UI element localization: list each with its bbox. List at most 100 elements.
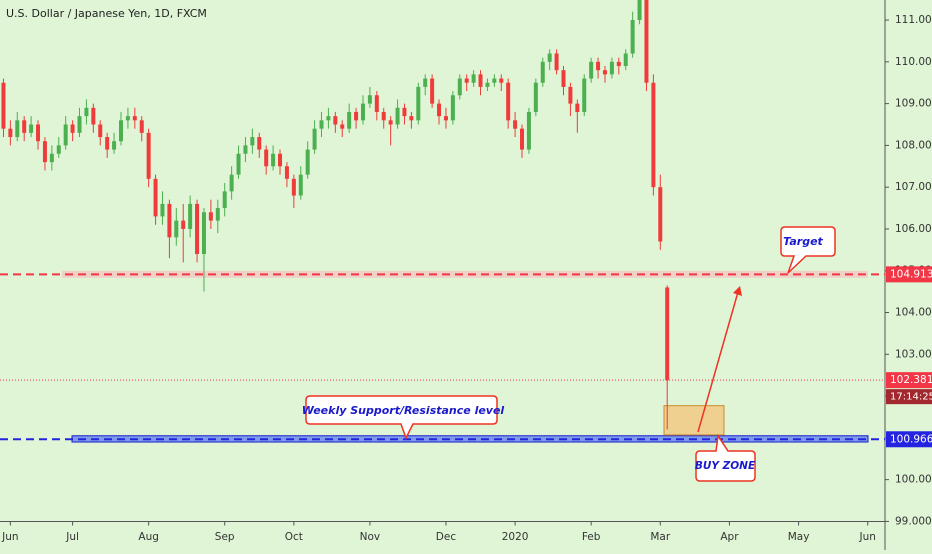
x-tick-label: Apr <box>720 531 739 543</box>
candle-body <box>42 141 47 163</box>
candle-body <box>153 178 158 217</box>
x-tick-label: May <box>788 531 810 543</box>
candle-body <box>457 78 462 96</box>
x-tick-label: Nov <box>360 531 381 543</box>
candle-body <box>499 78 504 83</box>
candle-body <box>91 107 96 125</box>
candle-body <box>264 149 269 167</box>
candle-body <box>623 53 628 67</box>
candle-body <box>547 53 552 62</box>
callouts: Target Weekly Support/Resistance level B… <box>302 226 836 482</box>
candle-body <box>609 61 614 75</box>
candle-body <box>354 111 359 121</box>
candle-body <box>347 111 352 129</box>
candle-body <box>312 128 317 150</box>
candle-body <box>201 212 206 255</box>
y-tick-label: 104.000 <box>895 307 932 319</box>
candle-body <box>367 95 372 104</box>
candle-body <box>125 116 130 121</box>
y-tick-label: 107.000 <box>895 181 932 193</box>
candle-body <box>22 120 27 133</box>
candle-body <box>450 95 455 121</box>
candle-body <box>388 120 393 125</box>
candle-body <box>118 120 123 142</box>
y-tick-label: 99.000 <box>895 515 932 527</box>
candle-body <box>243 145 248 154</box>
candle-body <box>637 0 642 21</box>
candle-body <box>15 120 20 138</box>
weekly-text: Weekly Support/Resistance level <box>302 404 505 417</box>
x-tick-label: 2020 <box>502 531 529 543</box>
candle-body <box>8 128 13 138</box>
candle-body <box>63 124 68 146</box>
candle-body <box>132 116 137 121</box>
candle-body <box>651 82 656 188</box>
candle-body <box>602 70 607 75</box>
y-tick-label: 109.000 <box>895 98 932 110</box>
candle-body <box>402 107 407 117</box>
x-tick-label: Jun <box>1 531 18 543</box>
candle-body <box>70 124 75 133</box>
candle-body <box>250 137 255 146</box>
candle-body <box>554 53 559 71</box>
candle-body <box>464 78 469 83</box>
candle-body <box>98 124 103 138</box>
candle-body <box>49 153 54 163</box>
target-text: Target <box>783 235 823 248</box>
candle-body <box>471 74 476 83</box>
candle-body <box>658 187 663 242</box>
candle-body <box>374 95 379 112</box>
candle-body <box>533 82 538 112</box>
candle-body <box>222 191 227 209</box>
arrow-line <box>697 291 739 433</box>
candle-body <box>430 78 435 104</box>
zone <box>62 270 868 278</box>
candle-body <box>540 61 545 83</box>
y-tick-label: 106.000 <box>895 223 932 235</box>
candle-body <box>492 78 497 83</box>
zone <box>663 405 725 436</box>
x-tick-label: Jun <box>859 531 876 543</box>
candle-body <box>443 116 448 121</box>
candle-body <box>381 111 386 121</box>
price-level-badge <box>886 266 932 283</box>
candle-body <box>575 103 580 112</box>
price-level-badge <box>886 431 932 448</box>
candle-body <box>284 166 289 179</box>
candle-body <box>520 128 525 150</box>
candle-body <box>478 74 483 87</box>
candle-body <box>278 153 283 167</box>
candle-body <box>526 111 531 150</box>
candle-body <box>513 120 518 129</box>
candle-body <box>416 86 421 121</box>
target-callout <box>780 226 836 274</box>
candle-body <box>215 208 220 221</box>
candle-body <box>84 107 89 117</box>
y-tick-label: 110.000 <box>895 56 932 68</box>
price-level-label: 104.913 <box>890 268 932 280</box>
countdown-label: 17:14:25 <box>890 392 932 403</box>
candle-body <box>340 124 345 129</box>
y-tick-label: 100.000 <box>895 474 932 486</box>
candle-body <box>409 116 414 121</box>
x-tick-label: Aug <box>138 531 159 543</box>
candle-body <box>195 203 200 255</box>
candle-body <box>29 124 34 133</box>
candle-body <box>630 20 635 54</box>
candle-body <box>112 141 117 150</box>
buy-zone-callout <box>695 433 756 482</box>
x-tick-label: Jul <box>65 531 79 543</box>
candle-body <box>208 212 213 221</box>
candle-body <box>160 203 165 217</box>
candle-body <box>181 220 186 229</box>
candle-body <box>146 132 151 179</box>
x-tick-label: Oct <box>285 531 303 543</box>
candle-body <box>188 203 193 229</box>
candle-body <box>1 82 6 129</box>
candle-body <box>174 220 179 238</box>
y-tick-label: 111.000 <box>895 14 932 26</box>
candle-body <box>561 70 566 87</box>
countdown-badge <box>886 389 932 405</box>
buy-zone-text: BUY ZONE <box>695 460 756 472</box>
